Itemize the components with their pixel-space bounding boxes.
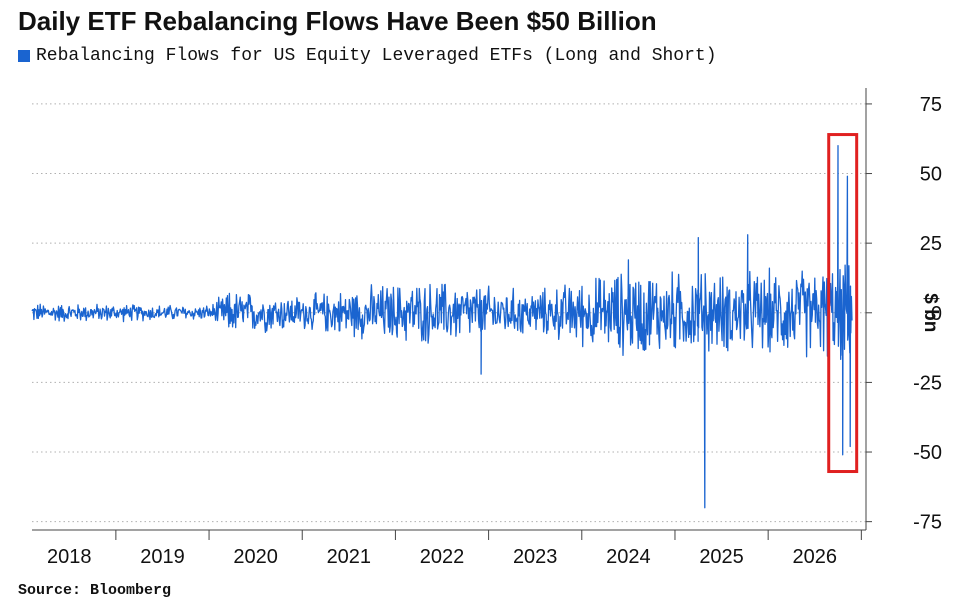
y-tick-label: -75 <box>913 512 942 534</box>
y-axis-label: $ bn <box>920 293 941 332</box>
legend-swatch <box>18 50 30 62</box>
x-tick-label: 2026 <box>792 546 837 568</box>
legend-label: Rebalancing Flows for US Equity Leverage… <box>36 46 717 66</box>
highlight-box <box>827 133 859 474</box>
y-tick-label: 25 <box>920 233 942 255</box>
source-note: Source: Bloomberg <box>18 582 172 599</box>
y-tick-label: 50 <box>920 164 942 186</box>
x-tick-label: 2024 <box>606 546 651 568</box>
x-tick-label: 2020 <box>233 546 278 568</box>
y-tick-label: 75 <box>920 94 942 116</box>
x-tick-label: 2019 <box>140 546 185 568</box>
x-tick-label: 2023 <box>513 546 558 568</box>
x-tick-label: 2021 <box>327 546 372 568</box>
x-tick-label: 2025 <box>699 546 744 568</box>
y-tick-label: -50 <box>913 442 942 464</box>
legend: Rebalancing Flows for US Equity Leverage… <box>18 46 717 66</box>
y-tick-label: -25 <box>913 372 942 394</box>
x-tick-label: 2022 <box>420 546 465 568</box>
chart-title: Daily ETF Rebalancing Flows Have Been $5… <box>18 6 657 36</box>
series-line <box>31 145 853 509</box>
x-tick-label: 2018 <box>47 546 92 568</box>
y-tick-label: 0 <box>931 303 942 325</box>
